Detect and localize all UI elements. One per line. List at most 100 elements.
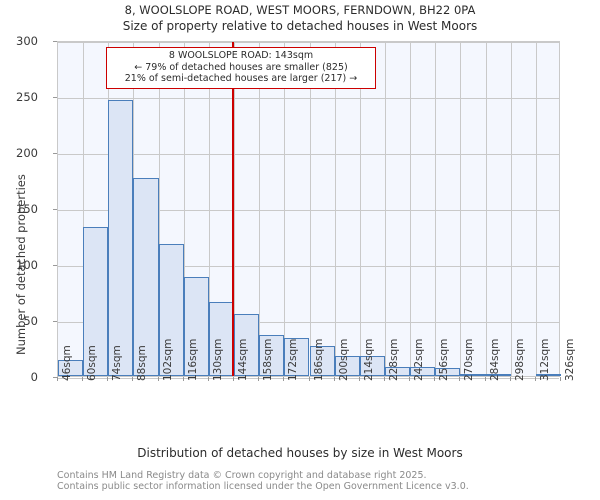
gridline-v bbox=[460, 42, 462, 376]
y-axis-tick-mark bbox=[53, 265, 57, 266]
x-axis-tick-mark bbox=[283, 377, 285, 381]
x-axis-tick-mark bbox=[82, 377, 84, 381]
x-axis-tick-mark bbox=[57, 377, 58, 381]
y-axis-tick-mark bbox=[53, 377, 57, 378]
histogram-bar bbox=[259, 334, 285, 376]
x-axis-tick-label: 102sqm bbox=[161, 338, 174, 381]
gridline-v bbox=[158, 42, 160, 376]
footer-attribution: Contains HM Land Registry data © Crown c… bbox=[57, 470, 577, 492]
footer-line-1: Contains HM Land Registry data © Crown c… bbox=[57, 470, 427, 481]
x-axis-tick-mark bbox=[484, 377, 486, 381]
y-axis-tick-mark bbox=[53, 97, 57, 98]
histogram-bar bbox=[435, 368, 461, 376]
x-axis-tick-mark bbox=[434, 377, 436, 381]
x-axis-tick-label: 88sqm bbox=[136, 345, 149, 381]
y-axis-tick-label: 100 bbox=[16, 258, 38, 272]
x-axis-tick-mark bbox=[333, 377, 335, 381]
x-axis-tick-label: 256sqm bbox=[438, 338, 451, 381]
x-axis-tick-label: 186sqm bbox=[312, 338, 325, 381]
x-axis-tick-mark bbox=[534, 377, 536, 381]
histogram-bar bbox=[384, 367, 411, 376]
histogram-bar bbox=[108, 100, 134, 376]
histogram-bar bbox=[359, 355, 385, 376]
x-axis-tick-label: 228sqm bbox=[387, 338, 400, 381]
gridline-h bbox=[58, 266, 559, 267]
histogram-bar bbox=[410, 367, 436, 376]
histogram-bar bbox=[183, 277, 209, 376]
page-title: 8, WOOLSLOPE ROAD, WEST MOORS, FERNDOWN,… bbox=[124, 3, 476, 17]
y-axis-tick-label: 200 bbox=[16, 146, 38, 160]
annotation-line-1: 8 WOOLSLOPE ROAD: 143sqm bbox=[168, 50, 314, 61]
x-axis-tick-label: 46sqm bbox=[61, 345, 73, 381]
gridline-h bbox=[58, 210, 559, 211]
x-axis-tick-mark bbox=[459, 377, 461, 381]
histogram-bar bbox=[83, 227, 109, 376]
x-axis-tick-label: 242sqm bbox=[413, 338, 426, 381]
y-axis-tick-mark bbox=[53, 321, 57, 322]
x-axis-tick-label: 158sqm bbox=[262, 338, 275, 381]
y-axis-tick-mark bbox=[53, 153, 57, 154]
gridline-v bbox=[234, 42, 236, 376]
x-axis-tick-mark bbox=[560, 377, 561, 381]
property-annotation-box: 8 WOOLSLOPE ROAD: 143sqm ← 79% of detach… bbox=[106, 47, 376, 89]
x-axis-tick-mark bbox=[132, 377, 134, 381]
gridline-v bbox=[510, 42, 512, 376]
x-axis-tick-mark bbox=[233, 377, 235, 381]
histogram-bars bbox=[58, 42, 561, 376]
footer-line-2: Contains public sector information licen… bbox=[57, 481, 469, 492]
gridline-v bbox=[535, 42, 537, 376]
x-axis-tick-mark bbox=[258, 377, 260, 381]
y-axis-tick-label: 0 bbox=[30, 370, 38, 384]
gridline-h bbox=[58, 98, 559, 99]
gridline-v bbox=[435, 42, 437, 376]
histogram-bar bbox=[485, 373, 511, 376]
x-axis-tick-mark bbox=[182, 377, 184, 381]
x-axis-tick-label: 270sqm bbox=[463, 338, 476, 381]
gridline-h bbox=[58, 154, 559, 155]
gridline-h bbox=[58, 322, 559, 323]
histogram-bar bbox=[58, 360, 84, 376]
gridline-v bbox=[309, 42, 311, 376]
histogram-bar bbox=[460, 373, 486, 376]
x-axis-tick-mark bbox=[409, 377, 411, 381]
x-axis-tick-label: 116sqm bbox=[186, 338, 199, 381]
gridline-v bbox=[83, 42, 85, 376]
x-axis-tick-label: 214sqm bbox=[362, 338, 375, 381]
chart-titles: 8, WOOLSLOPE ROAD, WEST MOORS, FERNDOWN,… bbox=[0, 3, 600, 34]
chart-subtitle: Size of property relative to detached ho… bbox=[122, 19, 478, 33]
x-axis-tick-mark bbox=[107, 377, 109, 381]
x-axis-tick-label: 284sqm bbox=[488, 338, 501, 381]
x-axis-tick-label: 326sqm bbox=[564, 338, 576, 381]
x-axis-tick-label: 144sqm bbox=[237, 338, 250, 381]
gridline-v bbox=[284, 42, 286, 376]
y-axis-tick-label: 150 bbox=[16, 202, 38, 216]
x-axis-tick-mark bbox=[207, 377, 209, 381]
x-axis-tick-label: 130sqm bbox=[211, 338, 224, 381]
gridline-v bbox=[334, 42, 336, 376]
gridline-v bbox=[183, 42, 185, 376]
annotation-line-2: ← 79% of detached houses are smaller (82… bbox=[134, 61, 348, 73]
histogram-bar bbox=[234, 314, 260, 376]
y-axis-tick-label: 300 bbox=[16, 34, 38, 48]
histogram-bar bbox=[133, 177, 159, 376]
x-axis-tick-label: 312sqm bbox=[538, 338, 551, 381]
gridline-v bbox=[208, 42, 210, 376]
x-axis-tick-label: 200sqm bbox=[337, 338, 350, 381]
x-axis-tick-mark bbox=[358, 377, 360, 381]
x-axis-tick-mark bbox=[509, 377, 511, 381]
gridline-v bbox=[359, 42, 361, 376]
histogram-bar bbox=[309, 345, 335, 376]
x-axis-tick-mark bbox=[157, 377, 159, 381]
x-axis-label: Distribution of detached houses by size … bbox=[137, 446, 463, 460]
x-axis-tick-label: 298sqm bbox=[513, 338, 526, 381]
y-axis-tick-mark bbox=[53, 41, 57, 42]
property-marker-line bbox=[232, 42, 234, 376]
gridline-v bbox=[384, 42, 386, 376]
gridline-v bbox=[259, 42, 261, 376]
gridline-v bbox=[410, 42, 412, 376]
plot-area bbox=[57, 41, 561, 379]
x-axis-tick-label: 172sqm bbox=[287, 338, 300, 381]
annotation-line-3: 21% of semi-detached houses are larger (… bbox=[124, 73, 358, 84]
histogram-bar bbox=[535, 374, 561, 376]
x-axis-tick-mark bbox=[308, 377, 310, 381]
